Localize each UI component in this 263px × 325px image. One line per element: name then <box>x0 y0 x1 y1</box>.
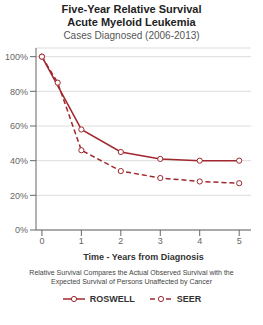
html-text:SEER: SEER <box>176 294 202 304</box>
html-text:Expected Survival of Persons U: Expected Survival of Persons Unaffected … <box>51 278 212 285</box>
html-text:Five-Year Relative Survival: Five-Year Relative Survival <box>61 3 202 15</box>
svg-text:Time - Years from Diagnosis: Time - Years from Diagnosis <box>83 252 204 262</box>
svg-text:20%: 20% <box>10 191 28 201</box>
svg-text:1: 1 <box>79 236 84 246</box>
svg-text:2: 2 <box>118 236 123 246</box>
svg-text:4: 4 <box>197 236 202 246</box>
svg-text:3: 3 <box>158 236 163 246</box>
html-text:Acute Myeloid Leukemia: Acute Myeloid Leukemia <box>67 16 196 28</box>
svg-text:60%: 60% <box>10 121 28 131</box>
svg-text:5: 5 <box>237 236 242 246</box>
svg-text:40%: 40% <box>10 156 28 166</box>
svg-text:100%: 100% <box>8 52 28 62</box>
svg-text:0: 0 <box>39 236 44 246</box>
html-text:Relative Survival Compares the: Relative Survival Compares the Actual Ob… <box>29 269 234 276</box>
html-text:ROSWELL: ROSWELL <box>89 294 135 304</box>
html-text:Cases Diagnosed (2006-2013): Cases Diagnosed (2006-2013) <box>63 30 200 41</box>
svg-text:80%: 80% <box>10 87 28 97</box>
svg-text:0%: 0% <box>15 225 28 235</box>
